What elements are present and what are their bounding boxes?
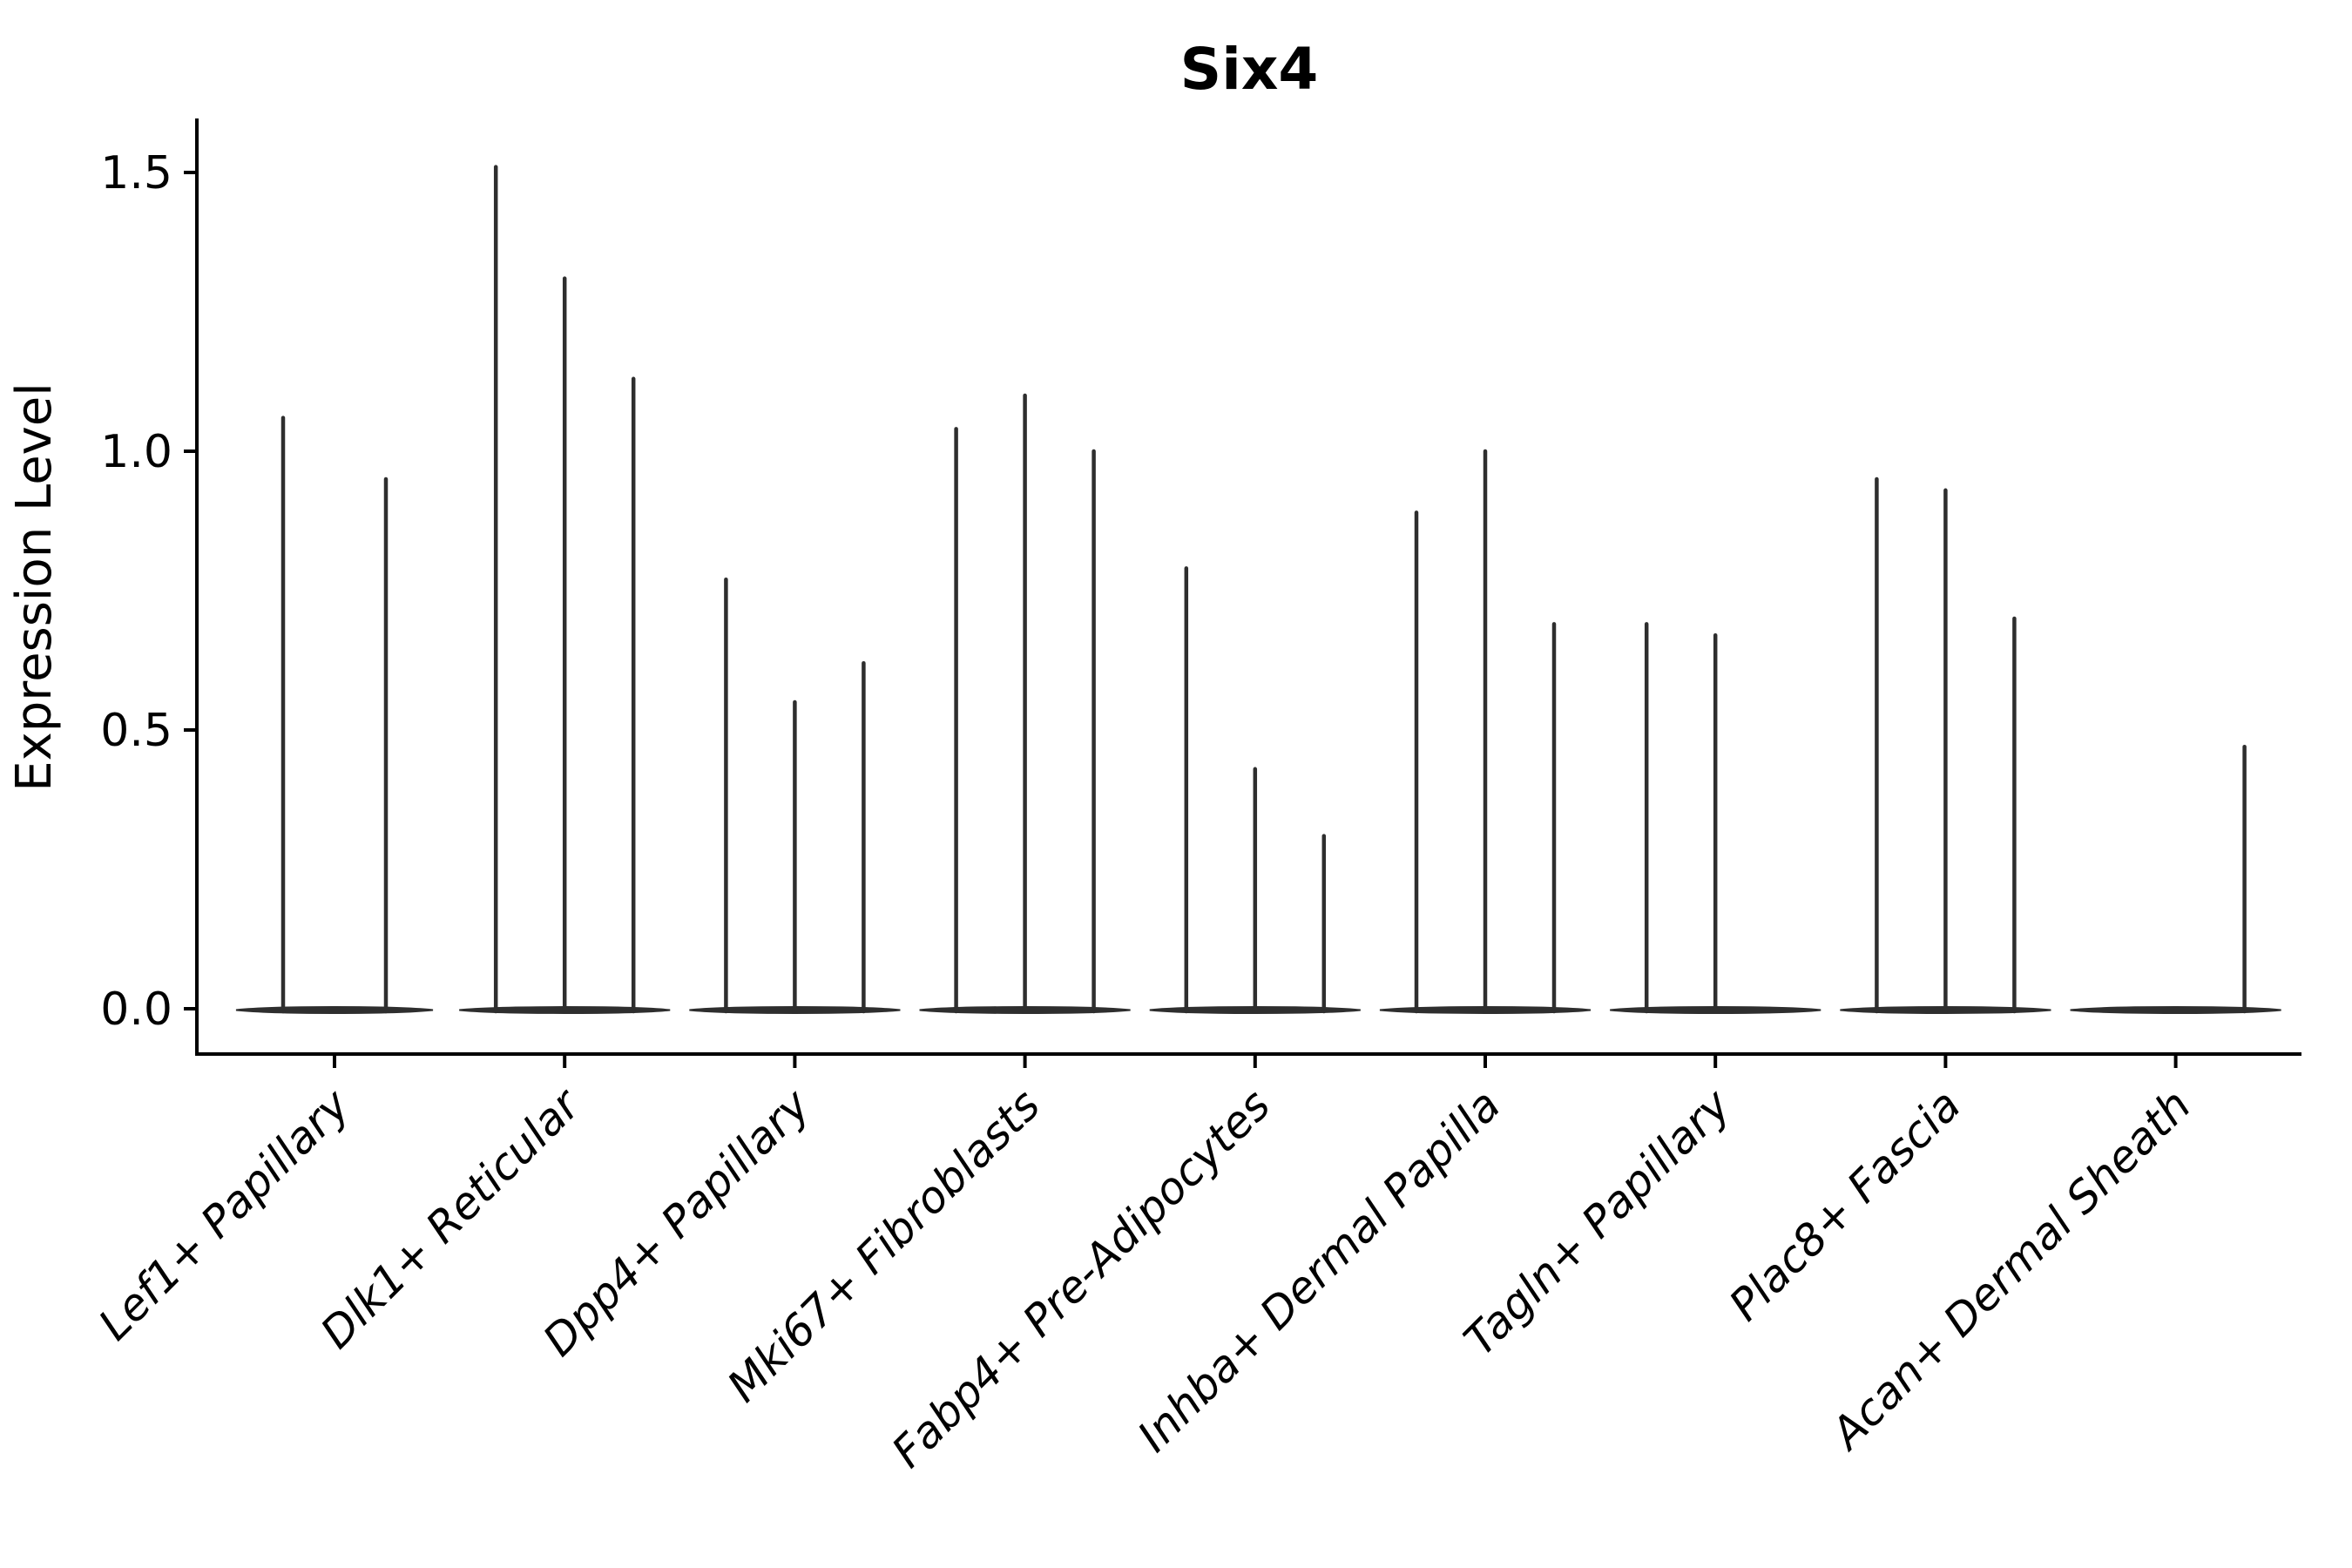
y-axis-label: Expression Level — [6, 382, 63, 792]
y-tick-label: 0.5 — [100, 705, 172, 757]
y-tick-label: 1.0 — [100, 426, 172, 478]
x-tick-label: Lef1+ Papillary — [89, 1078, 360, 1349]
x-tick-label: Inhba+ Dermal Papilla — [1128, 1079, 1510, 1461]
x-axis-ticks — [333, 1054, 2178, 1068]
x-tick-label: Plac8+ Fascia — [1720, 1079, 1970, 1330]
violins-layer — [235, 165, 2281, 1014]
y-axis-ticks: 0.0 0.5 1.0 1.5 — [100, 147, 197, 1036]
y-tick-label: 1.5 — [100, 147, 172, 199]
violin-base — [235, 1006, 434, 1014]
violin-base — [2070, 1006, 2281, 1014]
y-tick-label: 0.0 — [100, 983, 172, 1036]
x-tick-label: Fabp4+ Pre-Adipocytes — [882, 1079, 1281, 1477]
plot-title: Six4 — [1180, 36, 1319, 103]
